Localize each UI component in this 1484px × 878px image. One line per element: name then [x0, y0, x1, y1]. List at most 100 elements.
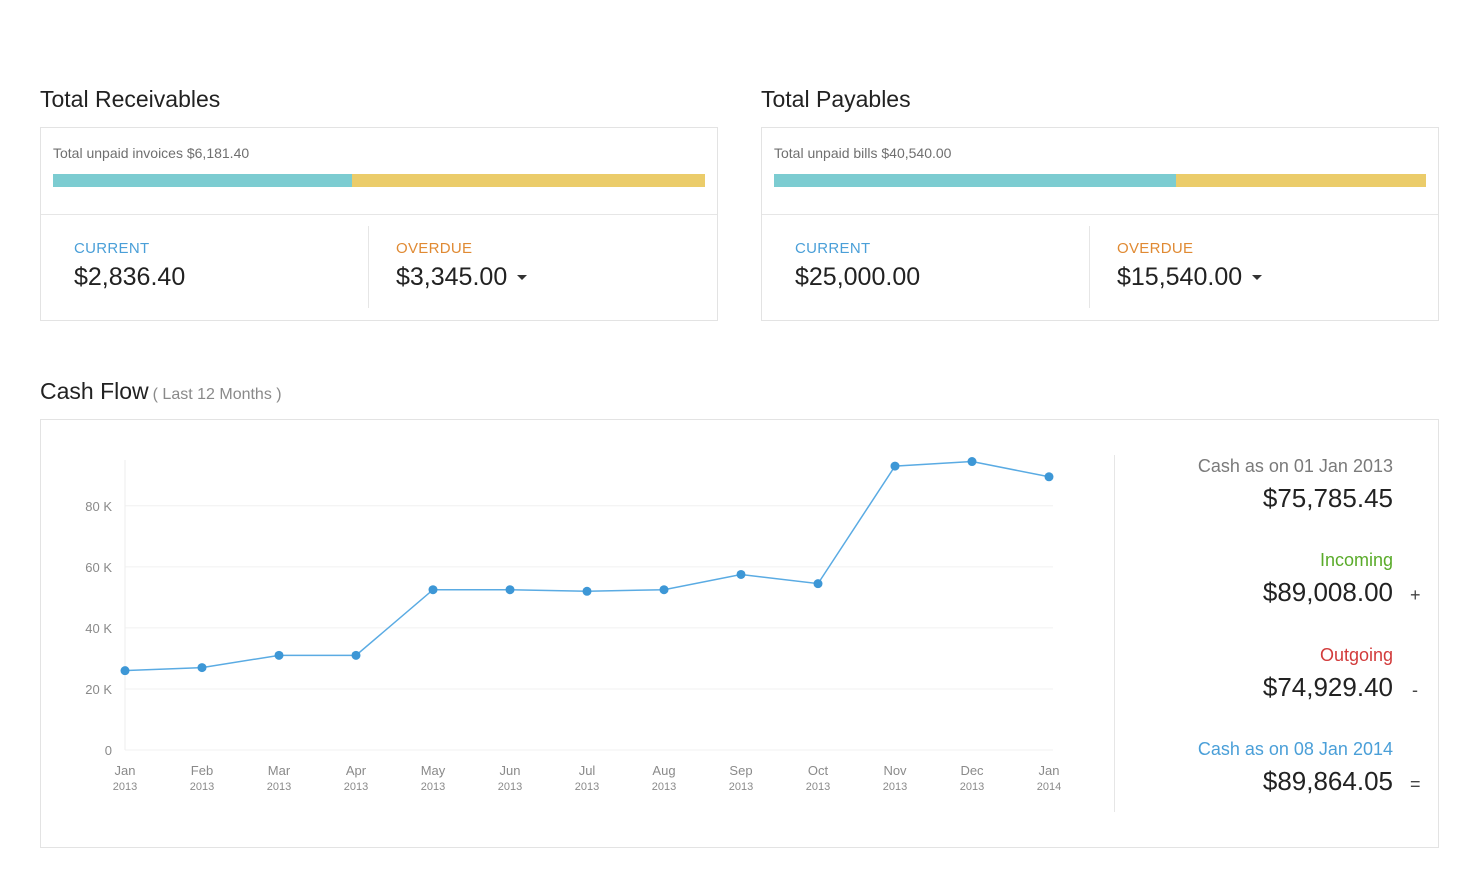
- cash-end-summary: Cash as on 08 Jan 2014 $89,864.05: [1198, 739, 1393, 797]
- x-tick-month-label: Jan: [1039, 763, 1060, 778]
- payables-progress-bar: [774, 174, 1426, 187]
- x-tick-year-label: 2013: [883, 781, 907, 793]
- x-tick-month-label: May: [421, 763, 446, 778]
- payables-overdue-segment: [1176, 174, 1426, 187]
- x-tick-year-label: 2013: [267, 781, 291, 793]
- receivables-current-value: $2,836.40: [74, 263, 186, 291]
- x-tick-month-label: Jun: [500, 763, 521, 778]
- payables-current-label: CURRENT: [795, 240, 871, 257]
- receivables-overdue-value: $3,345.00: [396, 263, 508, 291]
- x-tick-month-label: Feb: [191, 763, 213, 778]
- x-tick-year-label: 2013: [421, 781, 445, 793]
- cashflow-card: 0 20 K 40 K 60 K 80 K Jan 2013 Feb 2013 Mar 2013 Ap…: [40, 419, 1439, 848]
- payables-card: Total unpaid bills $40,540.00 CURRENT $2…: [761, 127, 1439, 321]
- receivables-divider: [368, 226, 369, 308]
- cashflow-data-point: [659, 585, 669, 595]
- cashflow-data-point: [582, 586, 592, 596]
- cash-summary-panel: Cash as on 01 Jan 2013 $75,785.45 Incomi…: [1131, 420, 1393, 849]
- x-tick-month-label: Jul: [579, 763, 596, 778]
- x-tick-month-label: Aug: [652, 763, 675, 778]
- receivables-overdue-label: OVERDUE: [396, 240, 473, 257]
- y-tick-label: 0: [105, 743, 112, 758]
- receivables-title: Total Receivables: [40, 86, 221, 112]
- cashflow-title-text: Cash Flow: [40, 378, 149, 404]
- chart-series: [120, 457, 1054, 676]
- cash-start-value: $75,785.45: [1262, 483, 1393, 513]
- unpaid-invoices-label: Total unpaid invoices $6,181.40: [53, 145, 250, 161]
- y-tick-label: 80 K: [85, 499, 112, 514]
- receivables-current-stat: CURRENT $2,836.40: [74, 240, 185, 292]
- outgoing-summary: Outgoing $74,929.40: [1263, 645, 1393, 703]
- x-tick-month-label: Apr: [346, 763, 367, 778]
- cash-end-label: Cash as on 08 Jan 2014: [1197, 739, 1393, 759]
- y-tick-label: 40 K: [85, 621, 112, 636]
- payables-summary-header: Total unpaid bills $40,540.00: [762, 128, 1438, 215]
- receivables-card: Total unpaid invoices $6,181.40 CURRENT …: [40, 127, 718, 321]
- cashflow-data-point: [813, 579, 823, 589]
- cashflow-data-point: [120, 666, 130, 676]
- x-tick-month-label: Sep: [729, 763, 752, 778]
- x-tick-year-label: 2013: [498, 781, 522, 793]
- payables-divider: [1089, 226, 1090, 308]
- x-tick-year-label: 2013: [113, 781, 137, 793]
- receivables-current-segment: [53, 174, 353, 187]
- payables-current-value: $25,000.00: [795, 263, 921, 291]
- cashflow-data-point: [736, 569, 746, 579]
- payables-title: Total Payables: [761, 86, 911, 112]
- payables-overdue-label: OVERDUE: [1117, 240, 1194, 257]
- caret-down-icon[interactable]: [1252, 275, 1263, 280]
- x-tick-month-label: Nov: [883, 763, 907, 778]
- payables-current-segment: [774, 174, 1177, 187]
- cashflow-title: Cash Flow( Last 12 Months ): [40, 378, 282, 405]
- x-tick-year-label: 2013: [652, 781, 676, 793]
- equals-sign: =: [1410, 774, 1421, 794]
- outgoing-value: $74,929.40: [1262, 672, 1393, 702]
- x-tick-year-label: 2013: [729, 781, 753, 793]
- chart-summary-divider: [1114, 455, 1115, 812]
- incoming-value: $89,008.00: [1262, 577, 1393, 607]
- x-tick-month-label: Mar: [268, 763, 291, 778]
- plus-sign: +: [1410, 585, 1421, 605]
- payables-overdue-stat[interactable]: OVERDUE $15,540.00: [1117, 240, 1263, 292]
- cashflow-chart: 0 20 K 40 K 60 K 80 K Jan 2013 Feb 2013 Mar 2013 Ap…: [85, 457, 1061, 793]
- cashflow-data-point: [890, 461, 900, 471]
- payables-overdue-dropdown[interactable]: $15,540.00: [1117, 263, 1263, 292]
- cashflow-data-point: [1044, 472, 1054, 482]
- cashflow-data-point: [274, 650, 284, 660]
- x-tick-month-label: Dec: [960, 763, 984, 778]
- chart-axes: 0 20 K 40 K 60 K 80 K Jan 2013 Feb 2013 Mar 2013 Ap…: [85, 460, 1061, 793]
- receivables-overdue-stat[interactable]: OVERDUE $3,345.00: [396, 240, 528, 292]
- x-tick-month-label: Oct: [808, 763, 829, 778]
- x-tick-year-label: 2013: [960, 781, 984, 793]
- receivables-progress-bar: [53, 174, 705, 187]
- cashflow-data-point: [428, 585, 438, 595]
- incoming-summary: Incoming $89,008.00: [1263, 550, 1393, 608]
- outgoing-label: Outgoing: [1319, 645, 1393, 665]
- cashflow-series-line: [124, 460, 1050, 672]
- cashflow-data-point: [505, 585, 515, 595]
- cashflow-data-point: [197, 663, 207, 673]
- cash-start-summary: Cash as on 01 Jan 2013 $75,785.45: [1198, 456, 1393, 514]
- x-tick-year-label: 2013: [575, 781, 599, 793]
- chart-grid: [125, 505, 1053, 751]
- x-tick-year-label: 2013: [806, 781, 830, 793]
- caret-down-icon[interactable]: [517, 275, 528, 280]
- cashflow-data-point: [967, 457, 977, 467]
- cash-start-label: Cash as on 01 Jan 2013: [1197, 456, 1393, 476]
- cashflow-data-point: [351, 650, 361, 660]
- unpaid-bills-label: Total unpaid bills $40,540.00: [774, 145, 952, 161]
- receivables-summary-header: Total unpaid invoices $6,181.40: [41, 128, 717, 215]
- x-tick-month-label: Jan: [115, 763, 136, 778]
- receivables-overdue-segment: [352, 174, 705, 187]
- minus-sign: -: [1412, 680, 1418, 700]
- payables-current-stat: CURRENT $25,000.00: [795, 240, 920, 292]
- y-tick-label: 60 K: [85, 560, 112, 575]
- receivables-current-label: CURRENT: [74, 240, 150, 257]
- cash-end-value: $89,864.05: [1262, 766, 1393, 796]
- receivables-overdue-dropdown[interactable]: $3,345.00: [396, 263, 528, 292]
- incoming-label: Incoming: [1319, 550, 1393, 570]
- y-tick-label: 20 K: [85, 682, 112, 697]
- x-tick-year-label: 2013: [344, 781, 368, 793]
- cashflow-subtitle: ( Last 12 Months ): [152, 386, 282, 403]
- x-tick-year-label: 2014: [1037, 781, 1061, 793]
